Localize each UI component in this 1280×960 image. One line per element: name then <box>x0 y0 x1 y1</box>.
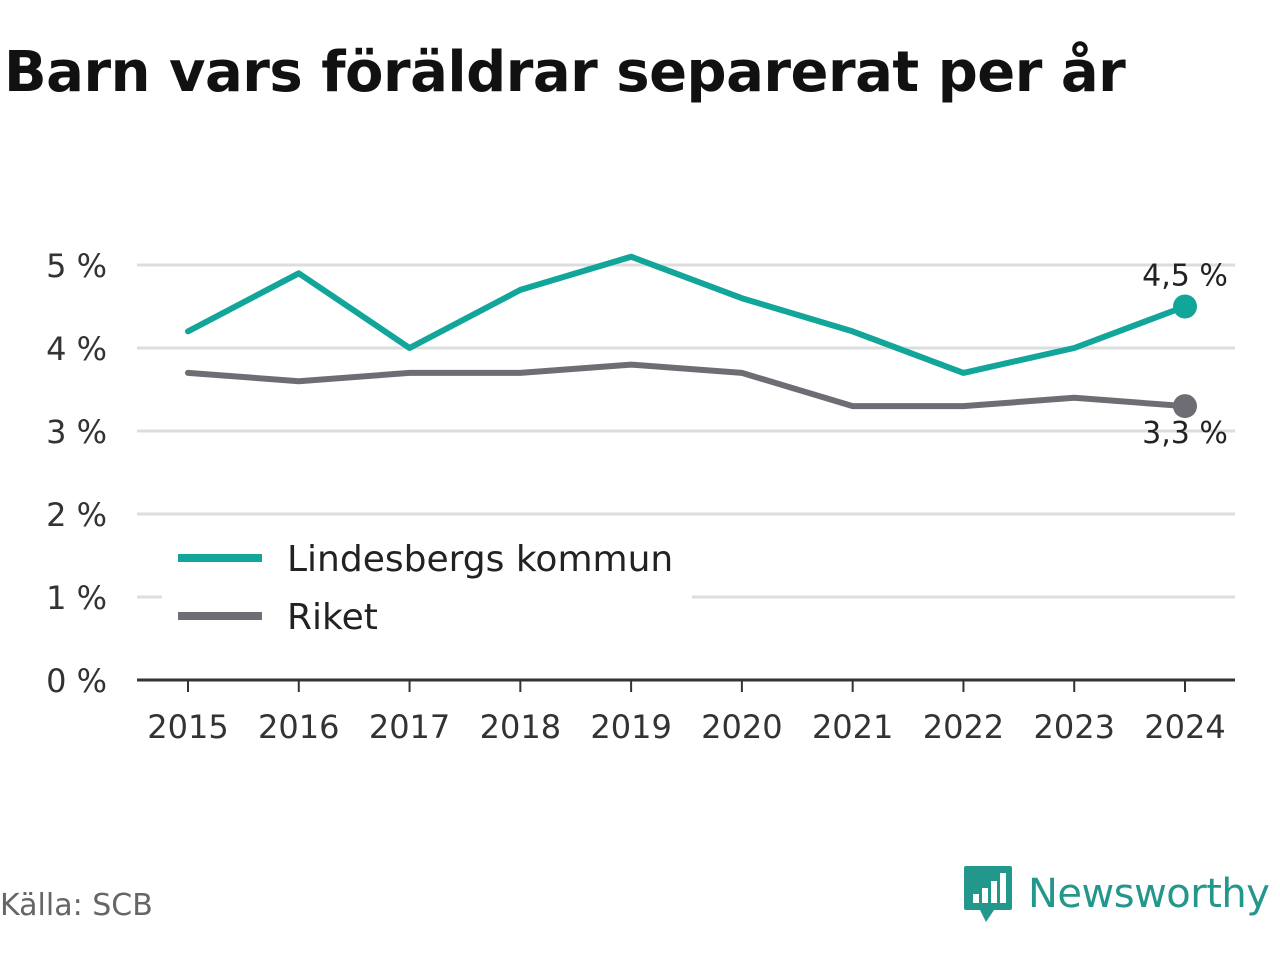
x-axis: 2015 2016 2017 2018 2019 2020 2021 2022 2023 2024 <box>137 678 1235 746</box>
x-tick-label: 2022 <box>923 708 1004 746</box>
series-line <box>185 361 1188 410</box>
x-tick-label: 2016 <box>258 708 339 746</box>
source-note: Källa: SCB <box>0 888 153 923</box>
y-tick-label: 0 % <box>46 662 107 700</box>
y-axis: 0 % 1 % 2 % 3 % 4 % 5 % <box>46 247 107 700</box>
x-tick-label: 2020 <box>701 708 782 746</box>
brand-logo: Newsworthy <box>962 864 1270 924</box>
x-tick-label: 2019 <box>590 708 671 746</box>
end-labels: 4,5 % 3,3 % <box>1142 259 1228 452</box>
series-end-point <box>1173 294 1197 319</box>
series-end-point <box>1173 394 1197 419</box>
y-tick-label: 1 % <box>46 579 107 617</box>
legend-label: Lindesbergs kommun <box>287 539 673 580</box>
legend-label: Riket <box>287 597 378 638</box>
series-lines <box>185 253 1197 419</box>
y-tick-label: 5 % <box>46 247 107 285</box>
legend: Lindesbergs kommun Riket <box>162 530 692 640</box>
x-tick-label: 2023 <box>1034 708 1115 746</box>
x-tick-label: 2024 <box>1144 708 1225 746</box>
brand-name: Newsworthy <box>1028 871 1270 917</box>
y-tick-label: 3 % <box>46 413 107 451</box>
chart-title: Barn vars föräldrar separerat per år <box>4 40 1126 105</box>
y-tick-label: 2 % <box>46 496 107 534</box>
y-tick-label: 4 % <box>46 330 107 368</box>
x-tick-label: 2021 <box>812 708 893 746</box>
series-line <box>185 253 1188 376</box>
data-label: 3,3 % <box>1142 416 1228 451</box>
chart-bubble-icon <box>964 866 1012 922</box>
x-tick-label: 2015 <box>147 708 228 746</box>
legend-background <box>162 530 692 640</box>
data-label: 4,5 % <box>1142 259 1228 294</box>
x-tick-label: 2018 <box>480 708 561 746</box>
x-tick-label: 2017 <box>369 708 450 746</box>
